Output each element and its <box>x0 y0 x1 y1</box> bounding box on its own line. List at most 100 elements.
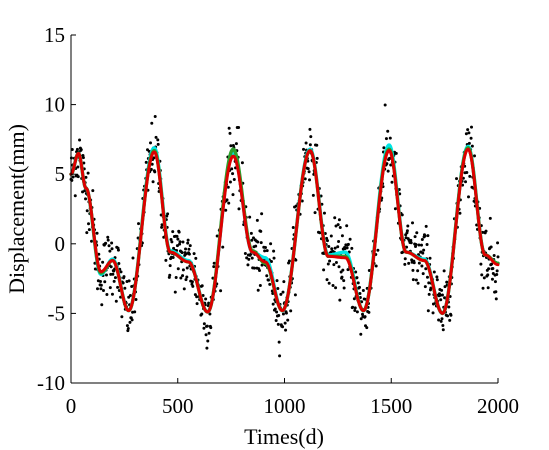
observation-point <box>403 262 407 266</box>
observation-point <box>376 248 380 252</box>
observation-point <box>98 279 102 283</box>
observation-point <box>263 245 267 249</box>
observation-point <box>171 230 175 234</box>
observation-point <box>355 276 359 280</box>
observation-point <box>354 270 358 274</box>
observation-point <box>467 131 471 135</box>
observation-point <box>374 264 378 268</box>
observation-point <box>229 144 233 148</box>
observation-point <box>294 258 298 262</box>
observation-point <box>180 251 184 255</box>
observation-point <box>302 147 306 151</box>
observation-point <box>230 167 234 171</box>
observation-point <box>84 197 88 201</box>
observation-point <box>439 319 443 323</box>
observation-point <box>469 136 473 140</box>
observation-point <box>226 185 230 189</box>
observation-point <box>71 175 75 179</box>
observation-point <box>426 309 430 313</box>
x-tick-label: 1500 <box>370 394 412 418</box>
observation-point <box>464 132 468 136</box>
observation-point <box>407 261 411 265</box>
observation-point <box>333 216 337 220</box>
observation-point <box>85 209 89 213</box>
observation-point <box>303 177 307 181</box>
observation-point <box>443 285 447 289</box>
observation-point <box>178 240 182 244</box>
observation-point <box>107 244 111 248</box>
observation-point <box>125 324 129 328</box>
observation-point <box>486 286 490 290</box>
observation-point <box>184 278 188 282</box>
observation-point <box>311 193 315 197</box>
observation-point <box>250 238 254 242</box>
observation-point <box>492 254 496 258</box>
observation-point <box>232 177 236 181</box>
observation-point <box>486 273 490 277</box>
observation-point <box>409 241 413 245</box>
observation-point <box>212 261 216 265</box>
observation-point <box>276 322 280 326</box>
observation-point <box>154 135 158 139</box>
observation-point <box>333 246 337 250</box>
observation-point <box>422 248 426 252</box>
observation-point <box>341 268 345 272</box>
observation-point <box>104 273 108 277</box>
observation-point <box>237 207 241 211</box>
observation-point <box>259 229 263 233</box>
observation-point <box>363 315 367 319</box>
observation-point <box>178 242 182 246</box>
observation-point <box>283 321 287 325</box>
observation-point <box>487 267 491 271</box>
observation-point <box>231 193 235 197</box>
observation-point <box>76 165 80 169</box>
observation-point <box>227 201 231 205</box>
observation-point <box>308 178 311 182</box>
fitted-curve-3 <box>69 147 500 315</box>
observation-point <box>414 278 418 282</box>
observation-point <box>224 208 228 212</box>
observation-point <box>494 297 498 301</box>
observation-point <box>116 248 120 252</box>
observation-point <box>96 287 99 291</box>
observation-point <box>200 312 204 316</box>
observation-point <box>472 154 476 158</box>
observation-point <box>186 241 190 245</box>
observation-point <box>153 170 157 174</box>
observation-point <box>272 256 276 260</box>
observation-point <box>488 216 492 220</box>
observation-point <box>116 285 120 289</box>
observation-point <box>353 308 357 312</box>
observation-point <box>277 314 281 318</box>
observation-point <box>359 332 363 336</box>
observation-point <box>425 242 429 246</box>
observation-point <box>190 280 194 284</box>
observation-point <box>281 312 285 316</box>
observation-point <box>293 293 297 297</box>
observation-point <box>355 310 359 314</box>
observation-point <box>248 215 252 219</box>
observation-point <box>386 169 390 173</box>
observation-point <box>91 189 95 193</box>
observation-point <box>168 264 172 268</box>
observation-point <box>168 273 172 277</box>
observation-point <box>329 234 333 238</box>
observation-point <box>205 324 209 328</box>
observation-point <box>416 269 420 273</box>
x-tick-label: 2000 <box>477 394 519 418</box>
observation-point <box>345 246 349 250</box>
observation-point <box>440 293 444 297</box>
observation-point <box>287 259 291 263</box>
observation-point <box>427 281 431 285</box>
observation-point <box>122 275 126 279</box>
observation-point <box>291 226 295 230</box>
observation-point <box>123 286 127 290</box>
observation-point <box>205 346 209 350</box>
observation-point <box>411 268 415 272</box>
observation-point <box>384 137 388 141</box>
observation-point <box>424 224 428 228</box>
observation-point <box>175 234 179 238</box>
observation-point <box>389 163 393 167</box>
observation-point <box>208 312 212 316</box>
